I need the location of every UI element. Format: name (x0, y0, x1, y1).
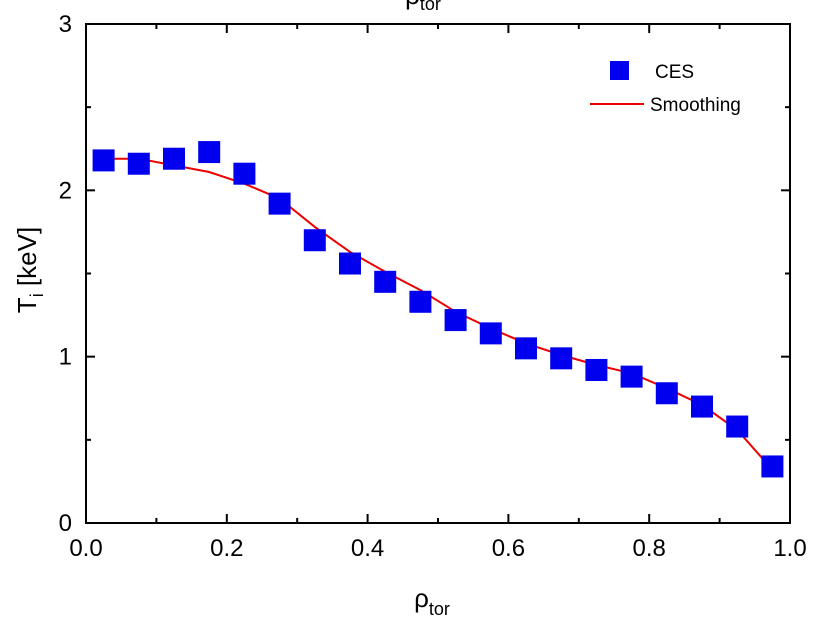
y-tick-label: 1 (59, 344, 72, 371)
ces-point (620, 365, 643, 388)
top-axis-label-main: ρ (405, 0, 420, 10)
legend-label-ces: CES (655, 62, 694, 83)
x-axis-label-main: ρ (414, 583, 429, 613)
ces-point (303, 229, 326, 252)
ces-point (268, 192, 291, 215)
ces-point (233, 162, 256, 185)
x-axis-ticks: 0.0 0.2 0.4 0.6 0.8 1.0 (69, 24, 807, 562)
ces-point (339, 252, 361, 275)
ces-point (374, 270, 397, 293)
svg-text:Ti [keV]: Ti [keV] (12, 227, 47, 313)
legend-label-smoothing: Smoothing (650, 95, 741, 116)
y-axis-label-suffix: [keV] (12, 227, 42, 293)
smoothing-series (103, 157, 774, 471)
x-tick-label: 0.8 (633, 535, 666, 562)
svg-text:ρtor: ρtor (414, 583, 450, 619)
ces-point (761, 455, 784, 478)
ces-point (515, 337, 537, 360)
y-tick-label: 0 (59, 510, 72, 537)
ces-series (92, 141, 784, 478)
ces-point (655, 382, 678, 405)
x-axis-label: ρtor (414, 583, 450, 619)
x-tick-label: 0.0 (69, 535, 102, 562)
ces-point (92, 149, 115, 172)
top-axis-label-sub: tor (420, 0, 441, 14)
x-tick-label: 1.0 (773, 535, 806, 562)
y-tick-label: 2 (59, 177, 72, 204)
y-tick-label: 3 (59, 11, 72, 38)
ces-point (444, 309, 467, 332)
x-tick-label: 0.4 (351, 535, 384, 562)
ces-point (127, 152, 150, 175)
svg-text:ρtor: ρtor (405, 0, 441, 14)
legend-marker-ces (610, 61, 629, 80)
y-axis-label-main: T (12, 297, 42, 313)
x-tick-label: 0.6 (492, 535, 525, 562)
y-axis-ticks: 0 1 2 3 (59, 11, 790, 537)
x-tick-label: 0.2 (210, 535, 243, 562)
x-axis-label-sub: tor (429, 599, 450, 619)
ces-point (550, 347, 573, 370)
ces-point (163, 147, 185, 170)
ces-point (409, 290, 432, 313)
ces-point (726, 415, 749, 438)
y-axis-label: Ti [keV] (12, 227, 47, 313)
smoothing-line (103, 157, 774, 471)
ces-point (198, 141, 221, 164)
ces-point (479, 322, 502, 345)
top-axis-label: ρtor (405, 0, 441, 14)
ces-point (585, 358, 608, 381)
y-axis-label-sub: i (27, 293, 47, 297)
legend: CES Smoothing (590, 61, 741, 116)
ces-point (691, 395, 713, 418)
